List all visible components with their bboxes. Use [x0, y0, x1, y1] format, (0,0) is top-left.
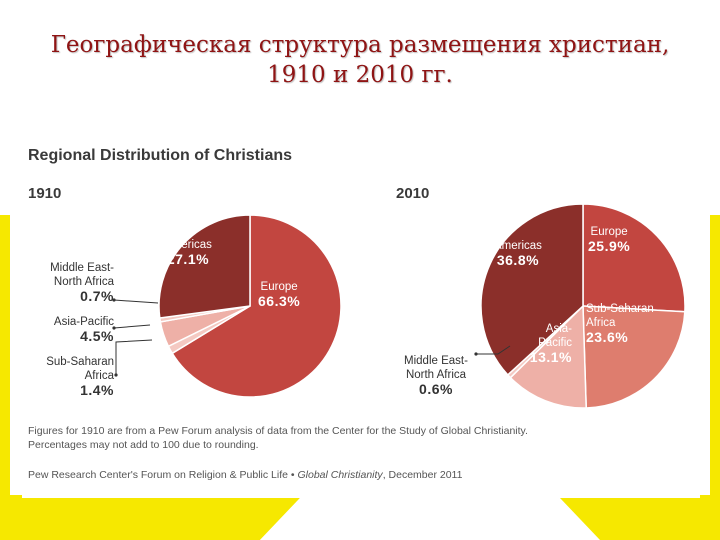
leader-dot-2: [114, 373, 118, 377]
label-2010-americas-name: Americas: [494, 240, 542, 252]
label-1910-sub-saharan-name: Sub-Saharan Africa: [46, 356, 114, 382]
label-1910-europe-name: Europe: [260, 281, 298, 293]
slide-title-line-1: Географическая структура размещения хрис…: [50, 32, 670, 58]
leader-1910-mena: [113, 299, 159, 304]
leader-1910-ssa: [115, 339, 153, 375]
leader-dot-1: [112, 326, 116, 330]
label-1910-asia-pacific-name: Asia-Pacific: [53, 316, 114, 328]
leader-1910-asia: [113, 324, 151, 329]
label-2010-sub-saharan: Sub-Saharan Africa 23.6%: [586, 302, 654, 344]
label-2010-asia-pacific-value: 13.1%: [529, 349, 572, 365]
label-1910-americas-value: 27.1%: [166, 251, 210, 267]
pie-slice-2010-sub-saharan-africa: [582, 305, 686, 409]
label-2010-europe-name: Europe: [590, 226, 628, 238]
leader-2010-mena: [476, 345, 511, 355]
pie-slice-1910-europe: [171, 214, 342, 398]
year-label-2010: 2010: [396, 185, 430, 202]
label-1910-asia-pacific: Asia-Pacific 4.5%: [28, 315, 114, 343]
label-1910-europe-value: 66.3%: [258, 293, 301, 309]
label-2010-europe: Europe 25.9%: [588, 225, 630, 253]
chart-panel: Regional Distribution of Christians 1910…: [10, 135, 710, 495]
source-org: Pew Research Center's Forum on Religion …: [28, 469, 295, 481]
leader-dot-3: [474, 352, 478, 356]
label-1910-mena-name: Middle East- North Africa: [50, 262, 114, 288]
label-2010-americas-value: 36.8%: [496, 252, 540, 268]
year-label-1910: 1910: [28, 185, 62, 202]
source-line: Pew Research Center's Forum on Religion …: [28, 469, 462, 481]
pie-charts: [112, 203, 686, 409]
stripe-bottom-0: [0, 498, 300, 540]
label-1910-sub-saharan-value: 1.4%: [80, 382, 114, 398]
label-2010-mena-value: 0.6%: [419, 381, 453, 397]
label-2010-sub-saharan-value: 23.6%: [586, 329, 629, 345]
leader-dot-0: [112, 298, 116, 302]
chart-title: Regional Distribution of Christians: [28, 147, 293, 164]
pie-slice-2010-europe: [582, 203, 686, 313]
label-2010-asia-pacific-name: Asia- Pacific: [538, 323, 572, 349]
label-2010-sub-saharan-name: Sub-Saharan Africa: [586, 303, 654, 329]
slide-title: Географическая структура размещения хрис…: [20, 30, 700, 90]
label-1910-americas: Americas 27.1%: [164, 238, 212, 266]
label-1910-mena: Middle East- North Africa 0.7%: [28, 261, 114, 303]
pie-slice-2010-asia-pacific: [509, 304, 587, 409]
pie-slice-2010-americas: [480, 203, 584, 376]
footnote: Figures for 1910 are from a Pew Forum an…: [28, 425, 528, 451]
label-1910-sub-saharan: Sub-Saharan Africa 1.4%: [28, 355, 114, 397]
source-date: , December 2011: [382, 469, 463, 481]
label-2010-americas: Americas 36.8%: [494, 239, 542, 267]
slide-title-line-2: 1910 и 2010 гг.: [267, 62, 453, 88]
label-1910-americas-name: Americas: [164, 239, 212, 251]
label-1910-europe: Europe 66.3%: [258, 280, 300, 308]
label-1910-mena-value: 0.7%: [80, 288, 114, 304]
stripe-bottom-1: [260, 498, 600, 540]
label-2010-mena-name: Middle East- North Africa: [404, 355, 468, 381]
label-1910-asia-pacific-value: 4.5%: [80, 328, 114, 344]
stripe-bottom-2: [560, 498, 720, 540]
source-report: Global Christianity: [297, 469, 383, 481]
label-2010-mena: Middle East- North Africa 0.6%: [396, 354, 476, 396]
pie-slice-1910-americas: [158, 214, 251, 319]
label-2010-europe-value: 25.9%: [588, 238, 631, 254]
label-2010-asia-pacific: Asia- Pacific 13.1%: [516, 322, 572, 364]
